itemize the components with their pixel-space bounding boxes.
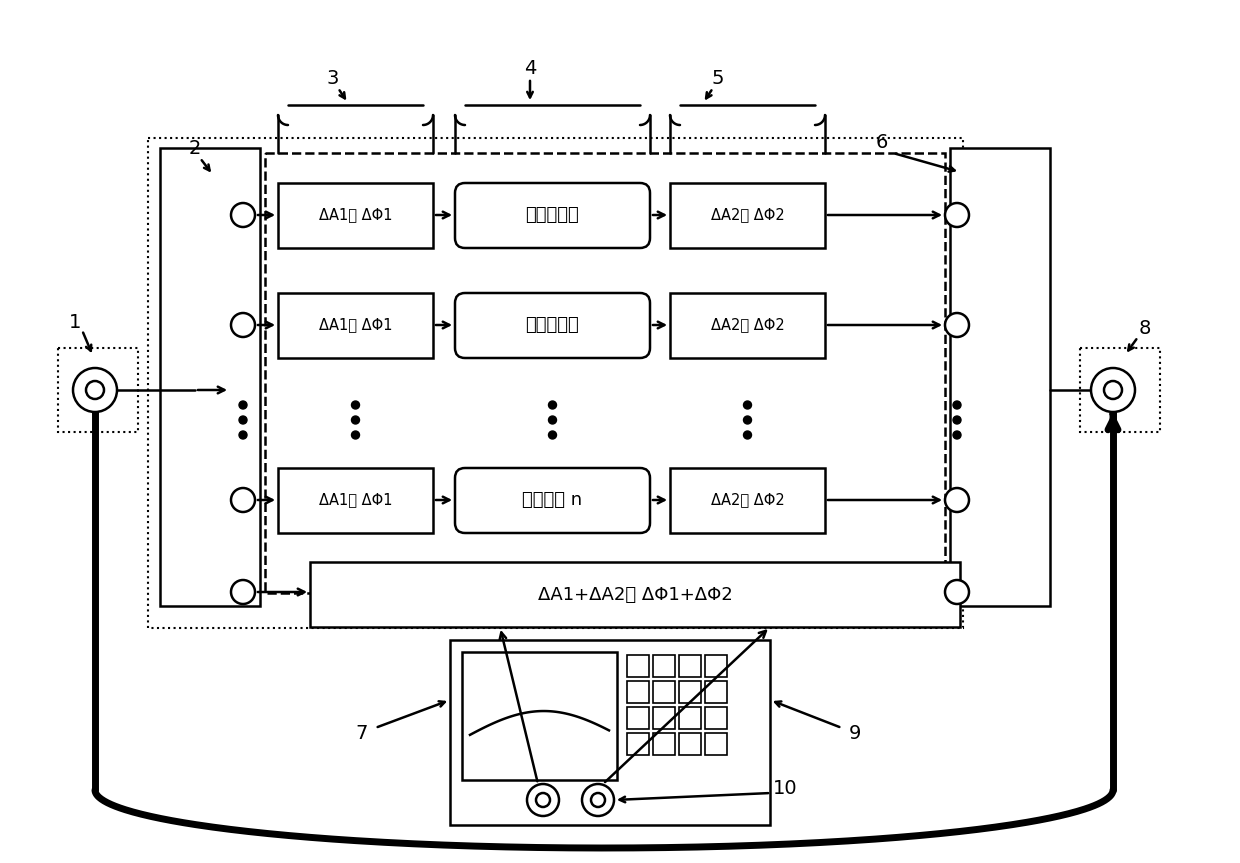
Bar bbox=[670, 293, 825, 358]
Bar bbox=[706, 681, 727, 703]
Circle shape bbox=[744, 401, 751, 409]
Bar bbox=[450, 640, 770, 825]
Circle shape bbox=[954, 416, 961, 424]
Circle shape bbox=[1091, 368, 1135, 412]
Text: 9: 9 bbox=[849, 723, 862, 742]
Bar bbox=[265, 153, 945, 593]
Text: 10: 10 bbox=[773, 778, 797, 797]
Text: 2: 2 bbox=[188, 138, 201, 158]
Circle shape bbox=[536, 793, 551, 807]
Text: ΔA1， ΔΦ1: ΔA1， ΔΦ1 bbox=[319, 318, 392, 332]
Bar bbox=[1080, 348, 1159, 432]
Bar bbox=[58, 348, 138, 432]
Circle shape bbox=[548, 431, 557, 439]
Bar bbox=[670, 183, 825, 248]
Bar bbox=[670, 468, 825, 533]
Circle shape bbox=[945, 488, 968, 512]
Text: 实验模块 n: 实验模块 n bbox=[522, 491, 583, 509]
FancyBboxPatch shape bbox=[455, 183, 650, 248]
Circle shape bbox=[231, 580, 255, 604]
Bar bbox=[950, 148, 1050, 606]
Bar bbox=[278, 468, 433, 533]
Circle shape bbox=[1104, 381, 1122, 399]
Bar bbox=[627, 707, 649, 729]
Text: ΔA2， ΔΦ2: ΔA2， ΔΦ2 bbox=[711, 318, 785, 332]
Text: 3: 3 bbox=[327, 68, 340, 87]
Circle shape bbox=[239, 401, 247, 409]
Bar bbox=[627, 655, 649, 677]
Text: ΔA1， ΔΦ1: ΔA1， ΔΦ1 bbox=[319, 207, 392, 223]
Bar bbox=[653, 655, 675, 677]
Bar bbox=[148, 138, 963, 628]
Bar bbox=[653, 681, 675, 703]
Circle shape bbox=[73, 368, 117, 412]
Circle shape bbox=[231, 203, 255, 227]
Bar bbox=[680, 681, 701, 703]
Bar bbox=[680, 733, 701, 755]
Circle shape bbox=[231, 313, 255, 337]
Bar bbox=[278, 183, 433, 248]
Circle shape bbox=[527, 784, 559, 816]
Bar bbox=[463, 652, 618, 780]
Text: ΔA2， ΔΦ2: ΔA2， ΔΦ2 bbox=[711, 207, 785, 223]
Text: ΔA1， ΔΦ1: ΔA1， ΔΦ1 bbox=[319, 493, 392, 507]
Text: 8: 8 bbox=[1138, 318, 1151, 337]
Circle shape bbox=[591, 793, 605, 807]
Circle shape bbox=[945, 203, 968, 227]
Text: 实验模块一: 实验模块一 bbox=[526, 206, 579, 224]
FancyBboxPatch shape bbox=[455, 293, 650, 358]
Circle shape bbox=[744, 416, 751, 424]
Text: 1: 1 bbox=[68, 312, 81, 331]
Bar bbox=[706, 733, 727, 755]
Circle shape bbox=[231, 488, 255, 512]
Text: 4: 4 bbox=[523, 59, 536, 78]
Text: 7: 7 bbox=[356, 723, 368, 742]
Text: 实验模块二: 实验模块二 bbox=[526, 316, 579, 334]
Circle shape bbox=[239, 416, 247, 424]
Bar bbox=[653, 733, 675, 755]
Circle shape bbox=[351, 401, 360, 409]
Text: ΔA2， ΔΦ2: ΔA2， ΔΦ2 bbox=[711, 493, 785, 507]
Circle shape bbox=[954, 431, 961, 439]
Circle shape bbox=[548, 416, 557, 424]
Circle shape bbox=[86, 381, 104, 399]
Bar bbox=[160, 148, 260, 606]
Circle shape bbox=[548, 401, 557, 409]
FancyBboxPatch shape bbox=[455, 468, 650, 533]
Bar bbox=[680, 707, 701, 729]
Bar bbox=[627, 733, 649, 755]
Circle shape bbox=[744, 431, 751, 439]
Circle shape bbox=[945, 580, 968, 604]
Bar bbox=[653, 707, 675, 729]
Circle shape bbox=[351, 416, 360, 424]
Circle shape bbox=[954, 401, 961, 409]
Circle shape bbox=[945, 313, 968, 337]
Bar bbox=[706, 655, 727, 677]
Bar bbox=[278, 293, 433, 358]
Bar bbox=[706, 707, 727, 729]
Circle shape bbox=[239, 431, 247, 439]
Circle shape bbox=[582, 784, 614, 816]
Text: 5: 5 bbox=[712, 68, 724, 87]
Bar bbox=[310, 562, 960, 627]
Circle shape bbox=[351, 431, 360, 439]
Bar bbox=[627, 681, 649, 703]
Text: 6: 6 bbox=[875, 134, 888, 153]
Text: ΔA1+ΔA2， ΔΦ1+ΔΦ2: ΔA1+ΔA2， ΔΦ1+ΔΦ2 bbox=[538, 585, 733, 603]
Bar bbox=[680, 655, 701, 677]
